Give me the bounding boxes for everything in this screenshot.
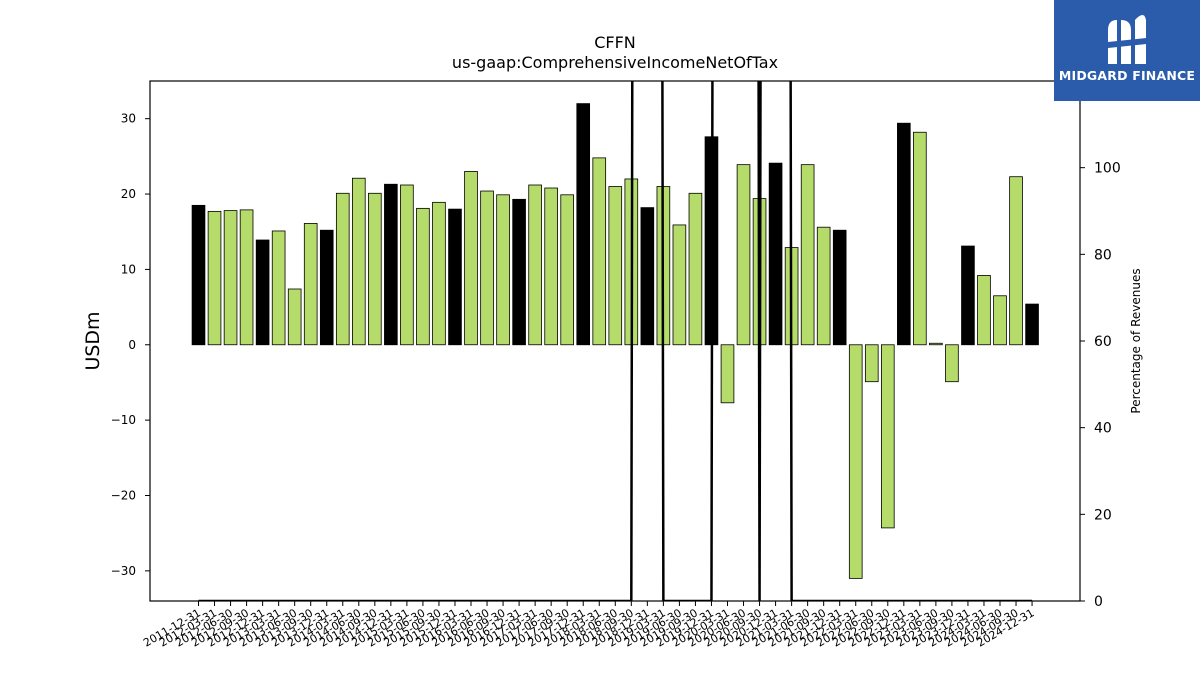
bar-2013-12-31 (319, 229, 334, 346)
bar-2014-12-31 (384, 183, 398, 346)
bar-2022-03-31 (848, 344, 863, 579)
y2-tick-label: 100 (1094, 161, 1121, 177)
x-axis: 2011-12-312012-03-312012-06-302012-09-30… (141, 601, 1037, 650)
y-tick-label: 20 (121, 187, 136, 201)
bar-2020-03-31 (720, 344, 735, 404)
y-tick-label: −30 (111, 564, 136, 578)
logo-text: MIDGARD FINANCE (1058, 68, 1196, 83)
chart-title: CFFN (594, 33, 636, 52)
y2-axis-label: Percentage of Revenues (1129, 268, 1143, 413)
bar-2016-03-31 (464, 171, 478, 346)
bar-2021-12-31 (832, 229, 847, 346)
bar-2022-12-31 (897, 122, 911, 346)
bar-2018-03-31 (592, 157, 607, 346)
chart-subtitle: us-gaap:ComprehensiveIncomeNetOfTax (452, 53, 778, 72)
y-axis-label: USDm (82, 311, 104, 370)
bar-2020-06-30 (736, 164, 751, 346)
y2-tick-label: 40 (1094, 421, 1112, 437)
bar-2013-06-30 (287, 288, 302, 346)
bar-2024-03-31 (977, 275, 991, 346)
bar-2017-09-30 (560, 194, 574, 346)
brand-logo: MIDGARD FINANCE (1054, 0, 1200, 101)
y-tick-label: 10 (121, 262, 136, 276)
bar-2018-12-31 (640, 207, 655, 346)
bar-2024-06-30 (993, 295, 1007, 346)
bar-2024-12-31 (1025, 303, 1039, 346)
bar-2014-03-31 (335, 192, 350, 346)
y-axis-right: 100 80 60 40 20 0 (1080, 161, 1121, 610)
bar-2016-09-30 (496, 194, 510, 346)
midgard-m-logo-icon (1108, 15, 1146, 64)
bar-2011-12-31 (191, 204, 206, 346)
bar-2015-12-31 (448, 208, 462, 346)
y-axis-left: 30 20 10 0 −10 −20 −30 (111, 112, 150, 578)
y2-tick-label: 0 (1094, 594, 1103, 610)
bar-2019-06-30 (672, 224, 687, 346)
bar-2024-09-30 (1009, 176, 1023, 346)
bar-2012-06-30 (223, 210, 238, 346)
bar-2017-06-30 (544, 187, 558, 346)
bar-2012-03-31 (207, 210, 222, 346)
bar-2023-12-31 (961, 245, 975, 346)
bar-2013-03-31 (271, 230, 286, 346)
bar-2023-06-30 (929, 342, 943, 346)
y-tick-label: 30 (121, 112, 136, 126)
bar-2020-12-31 (768, 162, 783, 346)
bar-2015-03-31 (400, 184, 414, 346)
y2-tick-label: 60 (1094, 334, 1112, 350)
y-tick-label: 0 (128, 338, 136, 352)
bar-2014-09-30 (368, 192, 382, 346)
bar-2019-09-30 (688, 192, 703, 346)
bar-2022-09-30 (880, 344, 895, 529)
bar-2014-06-30 (351, 177, 366, 346)
bar-2021-09-30 (816, 226, 831, 346)
bar-2017-03-31 (528, 184, 542, 346)
bar-2012-09-30 (239, 209, 254, 346)
bar-2018-06-30 (608, 186, 623, 346)
bar-2021-06-30 (800, 164, 815, 346)
bar-2016-12-31 (512, 198, 526, 346)
y2-tick-label: 20 (1094, 507, 1112, 523)
y2-tick-label: 80 (1094, 247, 1112, 263)
bar-2013-09-30 (303, 223, 318, 346)
y-tick-label: −10 (111, 413, 136, 427)
bar-2012-12-31 (255, 239, 270, 346)
bar-2015-06-30 (416, 207, 430, 346)
bar-2022-06-30 (864, 344, 879, 383)
bar-2017-12-31 (576, 103, 591, 346)
bar-2015-09-30 (432, 201, 446, 346)
bars-group (191, 103, 1039, 579)
bar-2023-03-31 (913, 131, 927, 346)
bar-2016-06-30 (480, 190, 494, 346)
y-tick-label: −20 (111, 488, 136, 502)
bar-2023-09-30 (945, 344, 959, 383)
